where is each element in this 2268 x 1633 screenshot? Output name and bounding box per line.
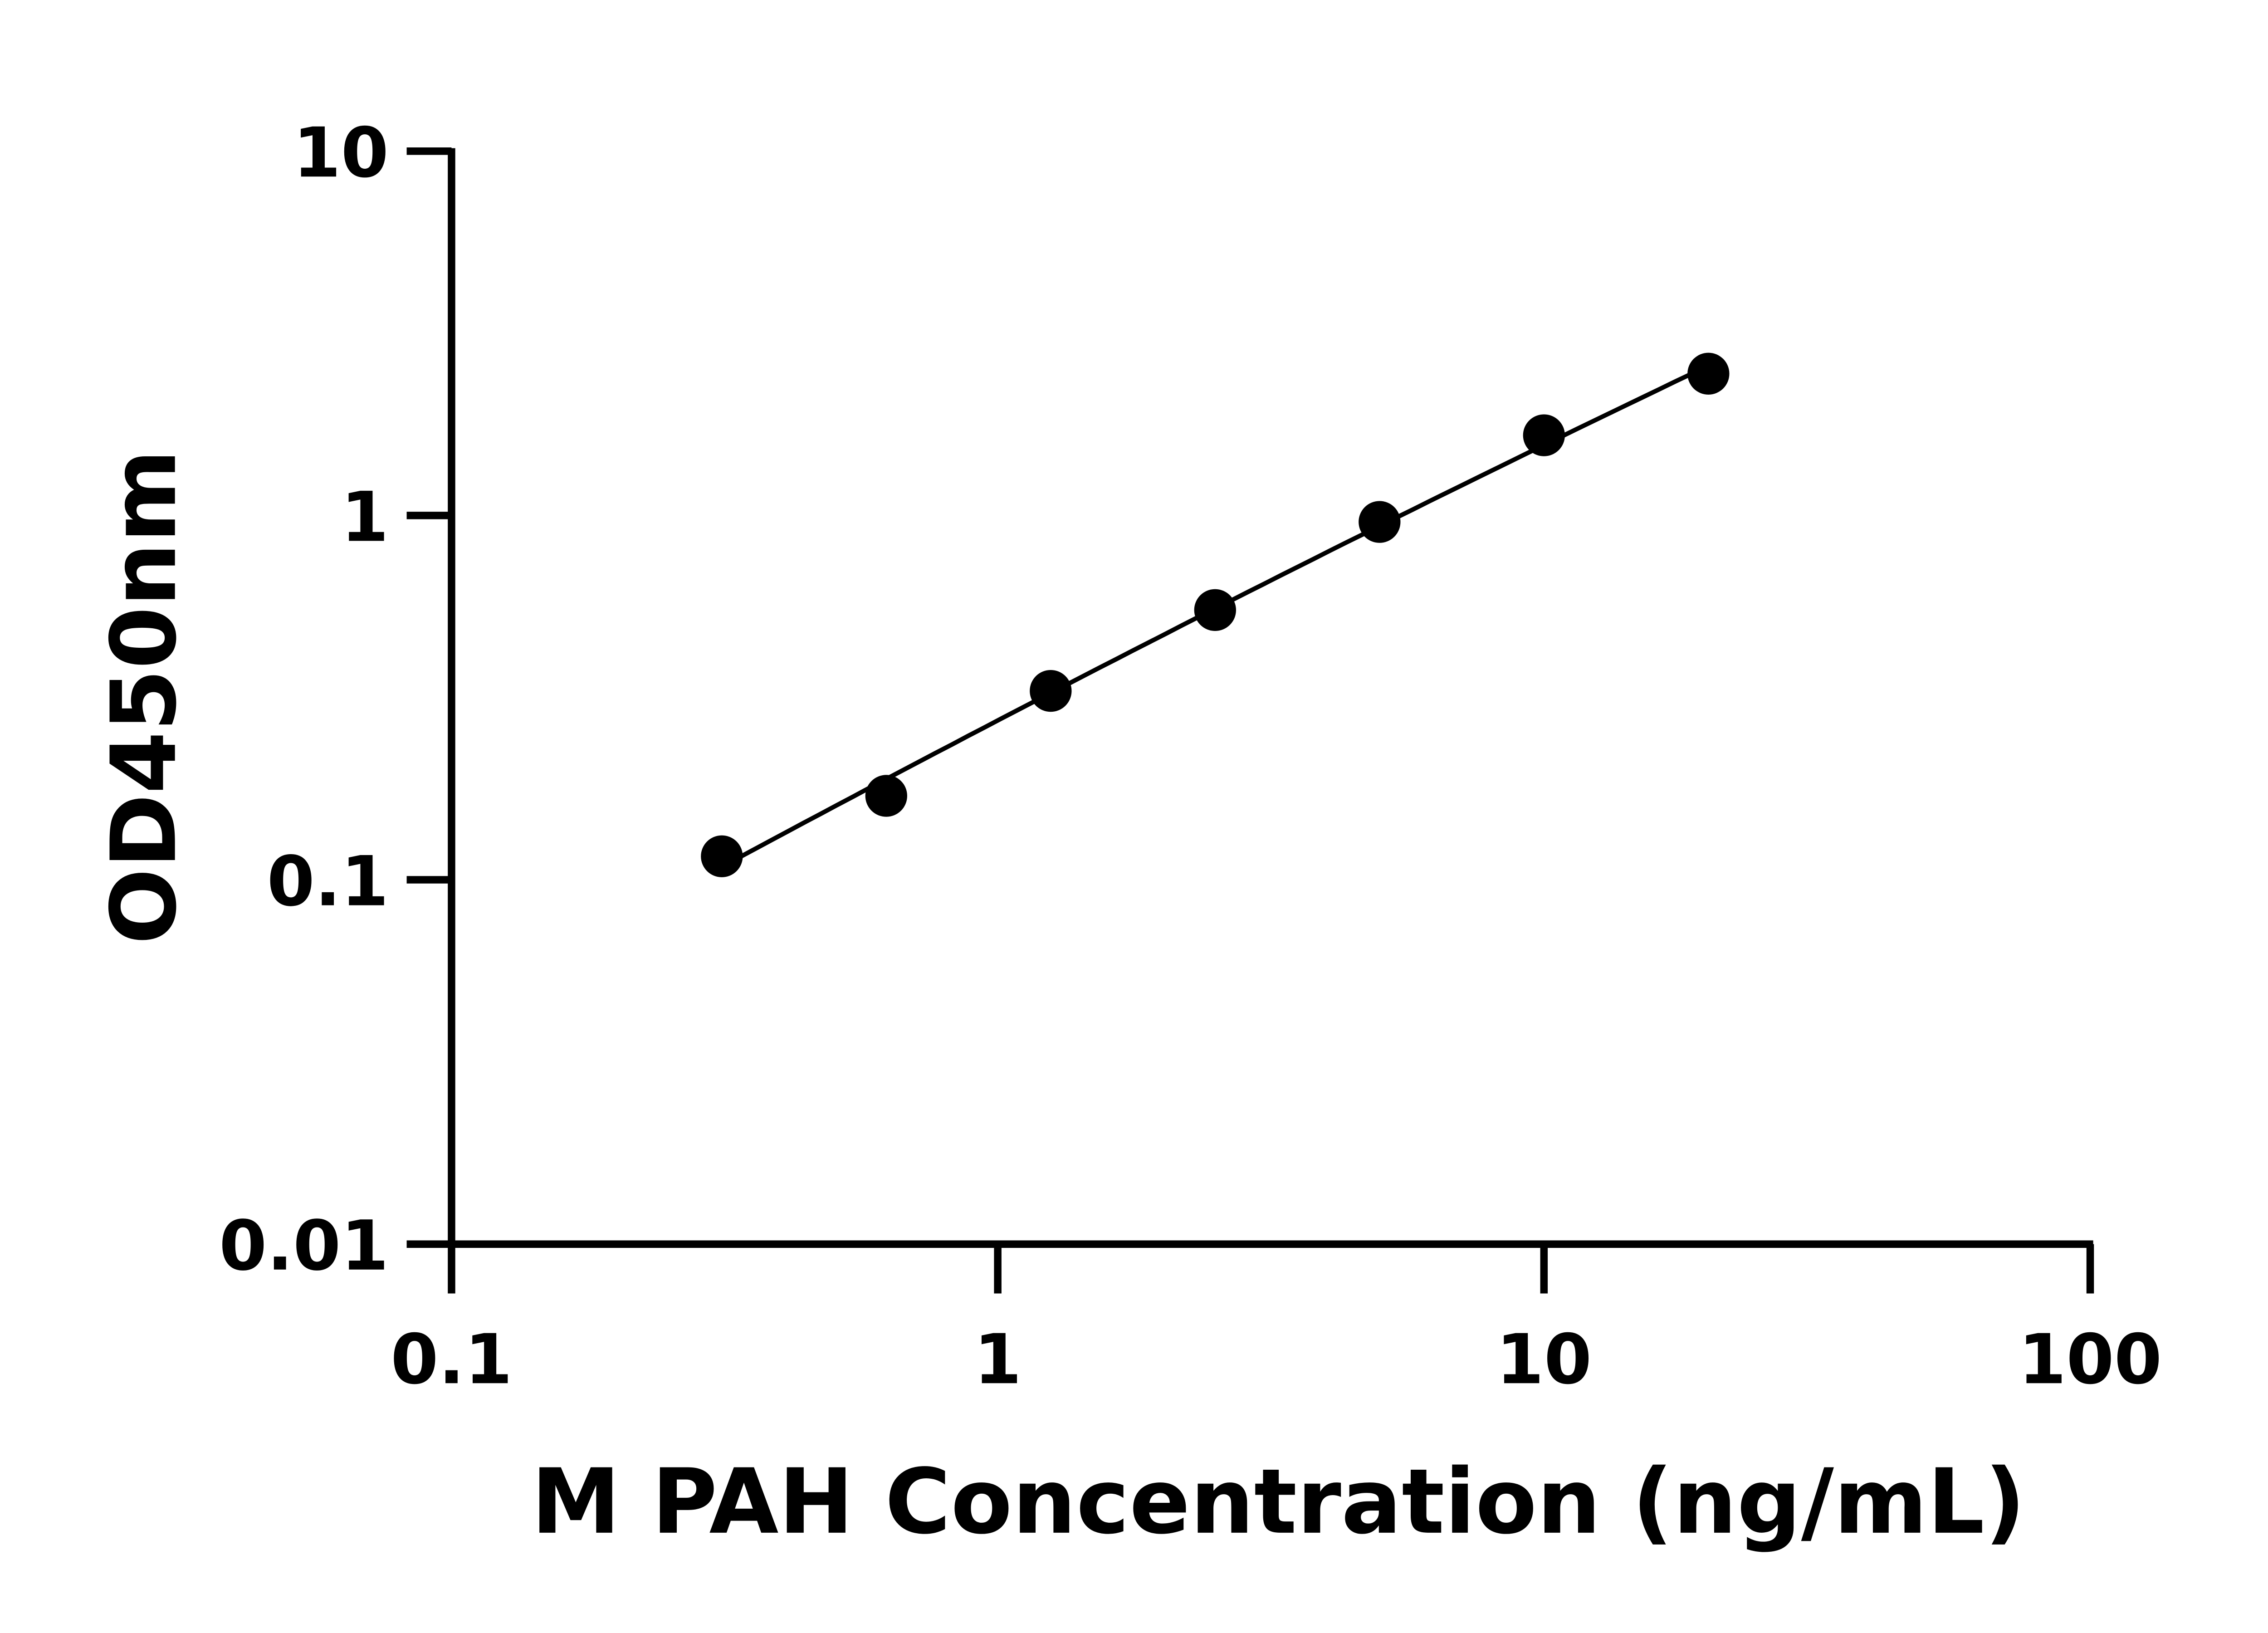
data-points (701, 352, 1730, 877)
x-tick-label: 100 (2019, 1319, 2162, 1399)
x-tick-label: 1 (974, 1319, 1022, 1399)
data-point (865, 775, 907, 817)
y-tick-label: 10 (293, 112, 389, 193)
data-point (1359, 501, 1401, 543)
data-point (701, 835, 743, 877)
y-tick-label: 0.01 (219, 1206, 389, 1286)
x-tick-label: 0.1 (391, 1319, 513, 1399)
data-point (1194, 589, 1236, 631)
x-tick-label: 10 (1496, 1319, 1592, 1399)
data-point (1523, 414, 1565, 456)
data-point (1030, 670, 1072, 712)
y-tick-label: 0.1 (267, 841, 389, 922)
x-axis-label: M PAH Concentration (ng/mL) (531, 1449, 2025, 1554)
data-point (1687, 352, 1730, 395)
y-tick-label: 1 (341, 477, 389, 557)
y-axis-label: OD450nm (92, 449, 196, 944)
